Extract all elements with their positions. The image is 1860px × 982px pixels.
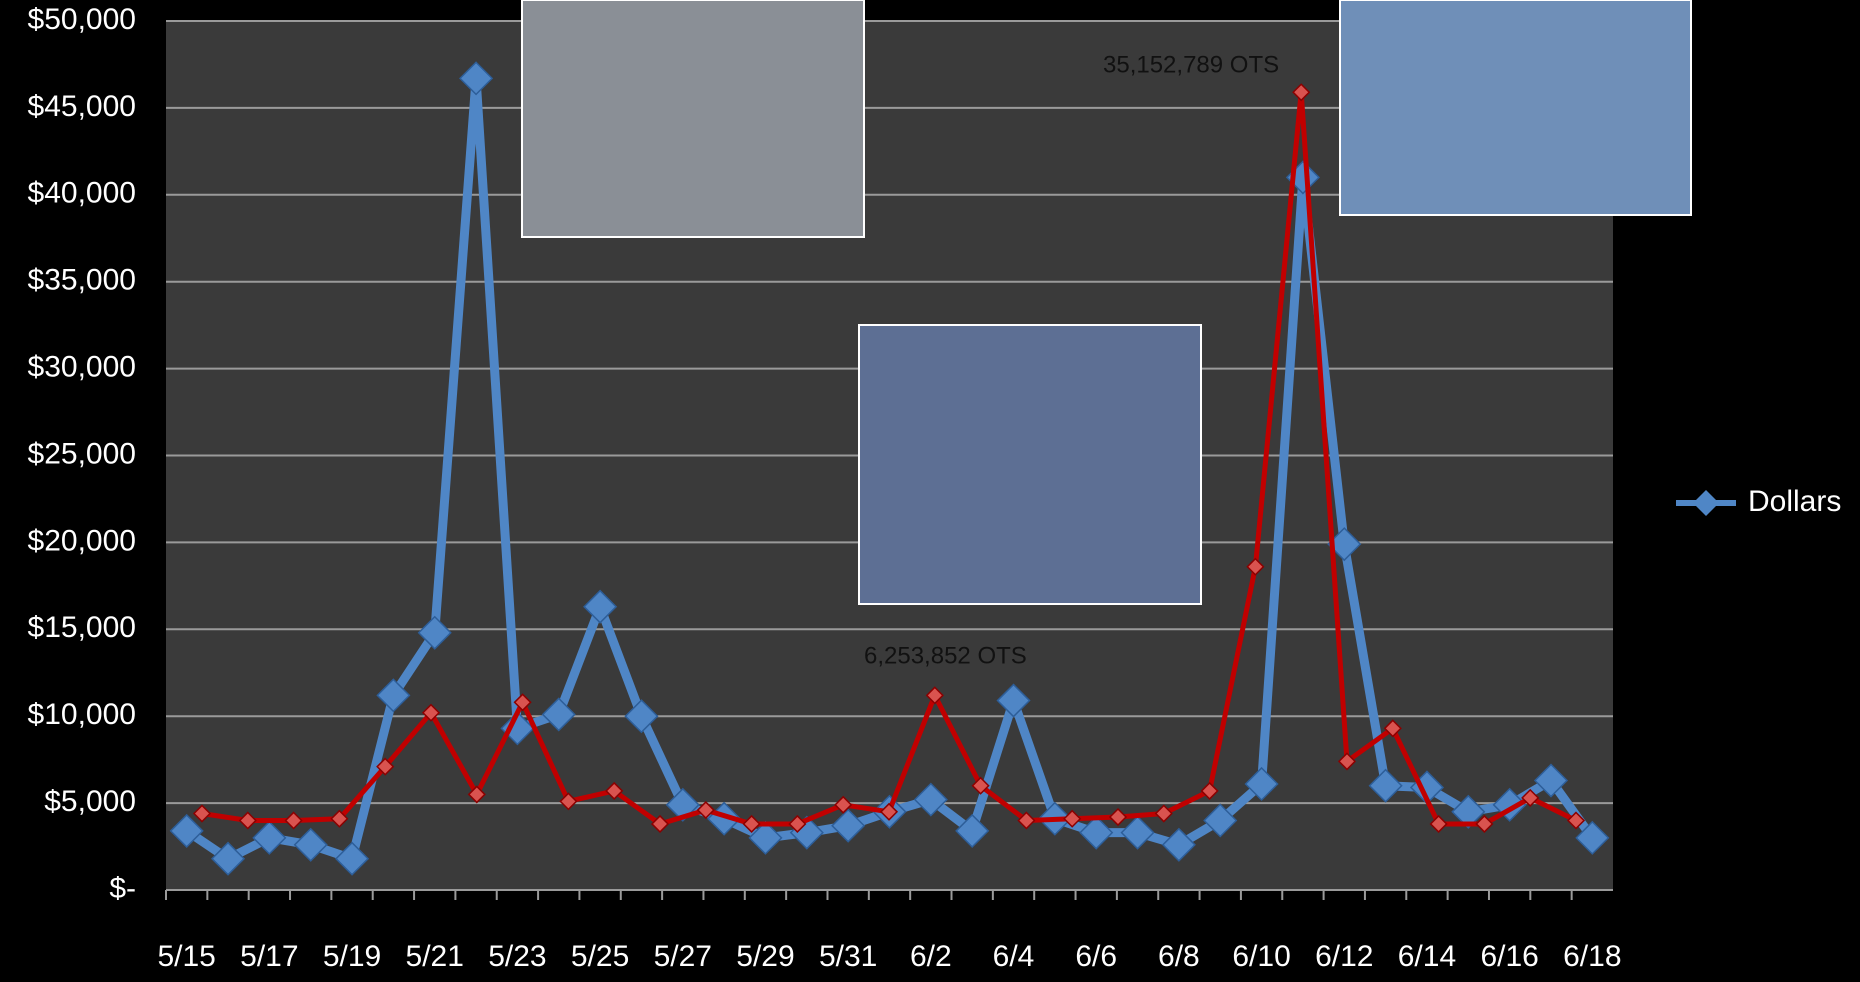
marker [1368, 768, 1403, 803]
y-tick-label: $30,000 [28, 351, 136, 384]
legend-label: Dollars [1748, 485, 1841, 518]
marker [1203, 803, 1238, 838]
marker [831, 808, 866, 843]
marker [421, 703, 441, 722]
marker [1161, 827, 1196, 862]
marker [1244, 766, 1279, 802]
marker [169, 813, 204, 848]
marker [996, 683, 1031, 718]
x-tick-label: 5/21 [406, 940, 464, 973]
marker [665, 787, 700, 822]
marker [1575, 820, 1610, 855]
x-tick-label: 6/18 [1563, 940, 1621, 973]
photo [858, 324, 1202, 605]
y-tick-label: $40,000 [28, 177, 136, 210]
marker [500, 711, 535, 746]
labels: $- $5,000 $10,000 $15,000 $20,000 $25,000 $30,… [28, 3, 1842, 973]
marker [1079, 815, 1114, 850]
marker [624, 699, 659, 734]
x-tick-label: 5/19 [323, 940, 381, 973]
marker [913, 782, 948, 817]
y-tick-label: $25,000 [28, 437, 136, 470]
marker [1246, 557, 1265, 576]
marker [252, 820, 287, 855]
x-tick-label: 5/27 [654, 940, 712, 973]
marker [1521, 788, 1540, 807]
marker [467, 785, 486, 804]
marker [955, 813, 990, 848]
x-tick-label: 6/12 [1315, 940, 1373, 973]
x-tick-label: 6/4 [993, 940, 1035, 973]
marker [1200, 781, 1219, 800]
marker [376, 678, 411, 713]
marker [696, 800, 715, 820]
photo [521, 0, 865, 238]
marker [925, 686, 944, 705]
annotation: 6,253,852 OTS [864, 642, 1027, 669]
marker [1292, 83, 1311, 102]
x-tick-label: 6/2 [910, 940, 952, 973]
marker [1492, 787, 1527, 822]
x-tick-label: 6/10 [1232, 940, 1290, 973]
annotation: 35,152,789 OTS [1103, 51, 1279, 78]
marker [1154, 804, 1173, 823]
photo [1339, 0, 1692, 216]
marker [742, 814, 761, 834]
marker [238, 811, 257, 830]
marker [1383, 719, 1402, 738]
y-tick-label: $20,000 [28, 524, 136, 557]
y-tick-label: $15,000 [28, 611, 136, 644]
marker [605, 781, 624, 800]
marker [210, 841, 246, 876]
y-tick-label: $10,000 [28, 698, 136, 731]
x-tick-label: 6/6 [1075, 940, 1117, 973]
marker [559, 792, 578, 811]
x-tick-label: 5/17 [240, 940, 298, 973]
marker [1475, 814, 1494, 834]
y-tick-label: $35,000 [28, 264, 136, 297]
marker [334, 841, 370, 876]
marker [788, 814, 807, 834]
x-tick-label: 6/14 [1398, 940, 1456, 973]
marker [1451, 794, 1486, 829]
marker [748, 820, 783, 855]
marker [293, 827, 328, 862]
marker [834, 795, 853, 814]
x-tick-label: 5/15 [157, 940, 215, 973]
marker [513, 693, 532, 712]
x-tick-label: 5/31 [819, 940, 877, 973]
y-tick-label: $5,000 [44, 785, 136, 818]
marker [583, 589, 618, 624]
photos [521, 0, 1692, 605]
marker [1429, 814, 1448, 834]
y-tick-label: $- [109, 872, 136, 905]
marker [284, 811, 303, 830]
x-tick-label: 5/23 [488, 940, 546, 973]
x-tick-label: 6/8 [1158, 940, 1200, 973]
marker [376, 757, 395, 776]
legend-marker [1693, 490, 1719, 516]
y-tick-label: $50,000 [28, 3, 136, 36]
x-tick-label: 5/29 [736, 940, 794, 973]
series-layer [169, 61, 1610, 876]
marker [1120, 815, 1155, 850]
marker [1533, 763, 1569, 798]
marker [1063, 809, 1082, 828]
marker [650, 814, 670, 834]
marker [1566, 811, 1586, 830]
marker [1108, 807, 1128, 827]
x-tick-label: 5/25 [571, 940, 629, 973]
marker [541, 697, 576, 732]
marker [971, 776, 990, 795]
marker [879, 802, 899, 821]
marker [459, 61, 494, 96]
marker [1337, 752, 1357, 771]
marker [330, 809, 349, 828]
marker [192, 804, 212, 823]
y-tick-label: $45,000 [28, 90, 136, 123]
marker [1017, 811, 1036, 830]
marker [417, 615, 452, 650]
x-tick-label: 6/16 [1480, 940, 1538, 973]
